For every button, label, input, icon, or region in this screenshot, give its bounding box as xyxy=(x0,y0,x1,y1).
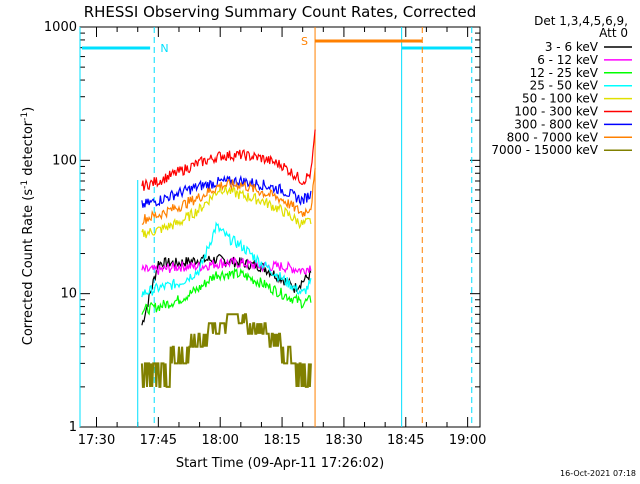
series-line-7 xyxy=(141,174,312,208)
x-tick-label: 18:30 xyxy=(325,433,362,448)
y-tick-label: 1000 xyxy=(44,20,77,35)
legend-entry-label: 12 - 25 keV xyxy=(530,66,599,80)
night-label: N xyxy=(160,42,168,55)
series-line-9 xyxy=(140,313,312,388)
y-tick-label: 100 xyxy=(52,153,77,168)
legend-entry-label: 6 - 12 keV xyxy=(537,53,599,67)
x-tick-label: 17:45 xyxy=(140,433,177,448)
series-line-3 xyxy=(141,267,312,316)
x-tick-label: 19:00 xyxy=(449,433,486,448)
legend-entry-label: 50 - 100 keV xyxy=(522,92,599,106)
generation-timestamp: 16-Oct-2021 07:18 xyxy=(560,469,636,478)
legend-entry-label: 300 - 800 keV xyxy=(514,117,598,131)
y-axis-label-exp2: -1 xyxy=(20,112,30,121)
x-tick-label: 18:00 xyxy=(201,433,238,448)
legend-entry-label: 800 - 7000 keV xyxy=(507,130,599,144)
y-tick-label: 1 xyxy=(69,420,77,435)
series-line-8 xyxy=(141,168,316,225)
series-line-2 xyxy=(141,256,312,276)
legend-entry-label: 7000 - 15000 keV xyxy=(491,143,598,157)
legend-entry-label: 25 - 50 keV xyxy=(530,79,599,93)
y-tick-label: 10 xyxy=(60,287,77,302)
chart-title: RHESSI Observing Summary Count Rates, Co… xyxy=(84,3,477,21)
series-line-5 xyxy=(141,184,312,239)
plot-frame xyxy=(79,26,481,428)
y-axis-label-mid: detector xyxy=(21,120,36,180)
legend-header-line-2: Att 0 xyxy=(599,26,628,40)
x-tick-label: 18:45 xyxy=(387,433,424,448)
legend-header-line-1: Det 1,3,4,5,6,9, xyxy=(534,14,628,28)
svg-text:Corrected Count Rate (s-1 dete: Corrected Count Rate (s-1 detector-1) xyxy=(20,107,36,345)
y-axis-label-end: ) xyxy=(21,107,36,112)
y-axis-label: Corrected Count Rate (s-1 detector-1) xyxy=(20,107,36,345)
series-line-4 xyxy=(141,221,312,298)
series-line-6 xyxy=(141,129,316,191)
x-tick-label: 17:30 xyxy=(78,433,115,448)
legend-entry-label: 3 - 6 keV xyxy=(545,40,599,54)
y-axis-label-exp1: -1 xyxy=(20,180,30,189)
x-axis-label: Start Time (09-Apr-11 17:26:02) xyxy=(176,456,384,471)
x-tick-label: 18:15 xyxy=(263,433,300,448)
saa-label: S xyxy=(301,35,308,48)
y-axis-label-main: Corrected Count Rate (s xyxy=(21,189,36,346)
legend-entry-label: 100 - 300 keV xyxy=(514,105,598,119)
series-line-1 xyxy=(141,253,312,326)
plot-marks: 17:30 17:45 18:00 18:15 18:30 18:45 19:00 1 10 10… xyxy=(44,20,632,448)
